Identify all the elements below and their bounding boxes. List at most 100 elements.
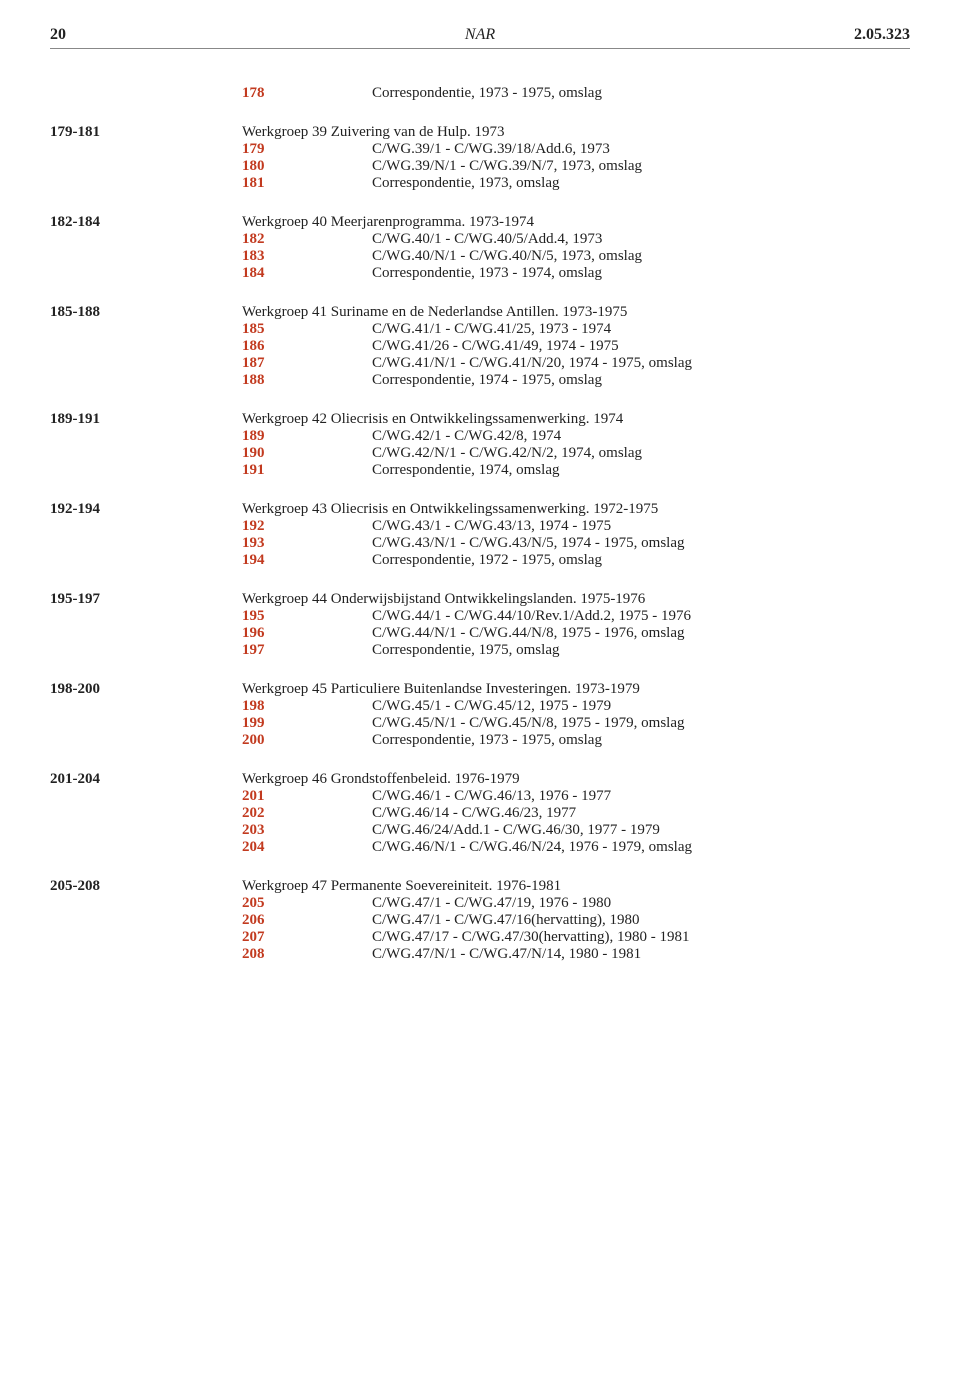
- list-item: 201C/WG.46/1 - C/WG.46/13, 1976 - 1977: [50, 788, 910, 805]
- group-header-row: 201-204Werkgroep 46 Grondstoffenbeleid. …: [50, 771, 910, 788]
- group-header-row: 198-200Werkgroep 45 Particuliere Buitenl…: [50, 681, 910, 698]
- item-number: 207: [242, 929, 372, 946]
- item-number: 203: [242, 822, 372, 839]
- standalone-entry: 178 Correspondentie, 1973 - 1975, omslag: [242, 85, 910, 102]
- list-item: 179C/WG.39/1 - C/WG.39/18/Add.6, 1973: [50, 141, 910, 158]
- group-entry: 182-184Werkgroep 40 Meerjarenprogramma. …: [50, 214, 910, 282]
- item-desc: Correspondentie, 1973 - 1974, omslag: [372, 265, 602, 282]
- list-item: 205C/WG.47/1 - C/WG.47/19, 1976 - 1980: [50, 895, 910, 912]
- item-number: 184: [242, 265, 372, 282]
- group-range: 189-191: [50, 411, 242, 428]
- group-range: 182-184: [50, 214, 242, 231]
- item-number: 188: [242, 372, 372, 389]
- item-number: 195: [242, 608, 372, 625]
- item-desc: Correspondentie, 1973, omslag: [372, 175, 559, 192]
- group-range: 179-181: [50, 124, 242, 141]
- group-range: 205-208: [50, 878, 242, 895]
- list-item: 197Correspondentie, 1975, omslag: [50, 642, 910, 659]
- list-item: 182C/WG.40/1 - C/WG.40/5/Add.4, 1973: [50, 231, 910, 248]
- item-number: 201: [242, 788, 372, 805]
- item-desc: Correspondentie, 1972 - 1975, omslag: [372, 552, 602, 569]
- list-item: 198C/WG.45/1 - C/WG.45/12, 1975 - 1979: [50, 698, 910, 715]
- item-number: 189: [242, 428, 372, 445]
- group-header-row: 182-184Werkgroep 40 Meerjarenprogramma. …: [50, 214, 910, 231]
- item-desc: C/WG.46/N/1 - C/WG.46/N/24, 1976 - 1979,…: [372, 839, 692, 856]
- list-item: 188Correspondentie, 1974 - 1975, omslag: [50, 372, 910, 389]
- item-desc: Correspondentie, 1975, omslag: [372, 642, 559, 659]
- item-desc: C/WG.46/24/Add.1 - C/WG.46/30, 1977 - 19…: [372, 822, 660, 839]
- group-entry: 201-204Werkgroep 46 Grondstoffenbeleid. …: [50, 771, 910, 856]
- group-title: Werkgroep 42 Oliecrisis en Ontwikkelings…: [242, 411, 623, 428]
- group-header-row: 179-181Werkgroep 39 Zuivering van de Hul…: [50, 124, 910, 141]
- item-desc: C/WG.46/14 - C/WG.46/23, 1977: [372, 805, 576, 822]
- item-number: 186: [242, 338, 372, 355]
- group-header-row: 192-194Werkgroep 43 Oliecrisis en Ontwik…: [50, 501, 910, 518]
- document-page: 20 NAR 2.05.323 178 Correspondentie, 197…: [0, 0, 960, 1025]
- group-range: 201-204: [50, 771, 242, 788]
- list-item: 185C/WG.41/1 - C/WG.41/25, 1973 - 1974: [50, 321, 910, 338]
- item-number: 206: [242, 912, 372, 929]
- group-entry: 189-191Werkgroep 42 Oliecrisis en Ontwik…: [50, 411, 910, 479]
- item-number: 196: [242, 625, 372, 642]
- item-desc: C/WG.43/N/1 - C/WG.43/N/5, 1974 - 1975, …: [372, 535, 684, 552]
- group-title: Werkgroep 47 Permanente Soevereiniteit. …: [242, 878, 561, 895]
- item-number: 199: [242, 715, 372, 732]
- list-item: 192C/WG.43/1 - C/WG.43/13, 1974 - 1975: [50, 518, 910, 535]
- list-item: 195C/WG.44/1 - C/WG.44/10/Rev.1/Add.2, 1…: [50, 608, 910, 625]
- list-item: 204C/WG.46/N/1 - C/WG.46/N/24, 1976 - 19…: [50, 839, 910, 856]
- group-entry: 179-181Werkgroep 39 Zuivering van de Hul…: [50, 124, 910, 192]
- list-item: 202C/WG.46/14 - C/WG.46/23, 1977: [50, 805, 910, 822]
- group-header-row: 195-197Werkgroep 44 Onderwijsbijstand On…: [50, 591, 910, 608]
- list-item: 193C/WG.43/N/1 - C/WG.43/N/5, 1974 - 197…: [50, 535, 910, 552]
- list-item: 191Correspondentie, 1974, omslag: [50, 462, 910, 479]
- list-item: 200Correspondentie, 1973 - 1975, omslag: [50, 732, 910, 749]
- item-desc: C/WG.42/N/1 - C/WG.42/N/2, 1974, omslag: [372, 445, 642, 462]
- item-number: 187: [242, 355, 372, 372]
- item-number: 178: [242, 85, 372, 102]
- header-title: NAR: [465, 26, 495, 44]
- item-desc: Correspondentie, 1974 - 1975, omslag: [372, 372, 602, 389]
- list-item: 180C/WG.39/N/1 - C/WG.39/N/7, 1973, omsl…: [50, 158, 910, 175]
- group-header-row: 205-208Werkgroep 47 Permanente Soeverein…: [50, 878, 910, 895]
- list-item: 203C/WG.46/24/Add.1 - C/WG.46/30, 1977 -…: [50, 822, 910, 839]
- list-item: 190C/WG.42/N/1 - C/WG.42/N/2, 1974, omsl…: [50, 445, 910, 462]
- item-number: 197: [242, 642, 372, 659]
- item-desc: Correspondentie, 1973 - 1975, omslag: [372, 732, 602, 749]
- group-header-row: 189-191Werkgroep 42 Oliecrisis en Ontwik…: [50, 411, 910, 428]
- list-item: 206C/WG.47/1 - C/WG.47/16(hervatting), 1…: [50, 912, 910, 929]
- item-desc: C/WG.40/N/1 - C/WG.40/N/5, 1973, omslag: [372, 248, 642, 265]
- group-title: Werkgroep 46 Grondstoffenbeleid. 1976-19…: [242, 771, 520, 788]
- item-number: 182: [242, 231, 372, 248]
- item-number: 208: [242, 946, 372, 963]
- list-item: 183C/WG.40/N/1 - C/WG.40/N/5, 1973, omsl…: [50, 248, 910, 265]
- item-desc: C/WG.47/17 - C/WG.47/30(hervatting), 198…: [372, 929, 689, 946]
- item-number: 190: [242, 445, 372, 462]
- list-item: 186C/WG.41/26 - C/WG.41/49, 1974 - 1975: [50, 338, 910, 355]
- list-item: 187C/WG.41/N/1 - C/WG.41/N/20, 1974 - 19…: [50, 355, 910, 372]
- item-desc: C/WG.42/1 - C/WG.42/8, 1974: [372, 428, 561, 445]
- item-number: 180: [242, 158, 372, 175]
- group-range: 192-194: [50, 501, 242, 518]
- item-desc: C/WG.47/1 - C/WG.47/19, 1976 - 1980: [372, 895, 611, 912]
- item-number: 194: [242, 552, 372, 569]
- item-desc: C/WG.43/1 - C/WG.43/13, 1974 - 1975: [372, 518, 611, 535]
- item-number: 204: [242, 839, 372, 856]
- item-desc: C/WG.41/N/1 - C/WG.41/N/20, 1974 - 1975,…: [372, 355, 692, 372]
- item-desc: C/WG.45/N/1 - C/WG.45/N/8, 1975 - 1979, …: [372, 715, 684, 732]
- item-desc: Correspondentie, 1973 - 1975, omslag: [372, 85, 602, 102]
- header-code: 2.05.323: [854, 26, 910, 44]
- item-number: 191: [242, 462, 372, 479]
- item-desc: C/WG.44/N/1 - C/WG.44/N/8, 1975 - 1976, …: [372, 625, 684, 642]
- group-title: Werkgroep 40 Meerjarenprogramma. 1973-19…: [242, 214, 534, 231]
- group-entry: 195-197Werkgroep 44 Onderwijsbijstand On…: [50, 591, 910, 659]
- item-desc: C/WG.39/N/1 - C/WG.39/N/7, 1973, omslag: [372, 158, 642, 175]
- item-desc: C/WG.40/1 - C/WG.40/5/Add.4, 1973: [372, 231, 602, 248]
- item-desc: C/WG.39/1 - C/WG.39/18/Add.6, 1973: [372, 141, 610, 158]
- item-desc: C/WG.41/26 - C/WG.41/49, 1974 - 1975: [372, 338, 619, 355]
- group-header-row: 185-188Werkgroep 41 Suriname en de Neder…: [50, 304, 910, 321]
- item-desc: Correspondentie, 1974, omslag: [372, 462, 559, 479]
- list-item: 196C/WG.44/N/1 - C/WG.44/N/8, 1975 - 197…: [50, 625, 910, 642]
- item-desc: C/WG.41/1 - C/WG.41/25, 1973 - 1974: [372, 321, 611, 338]
- list-item: 184Correspondentie, 1973 - 1974, omslag: [50, 265, 910, 282]
- group-range: 185-188: [50, 304, 242, 321]
